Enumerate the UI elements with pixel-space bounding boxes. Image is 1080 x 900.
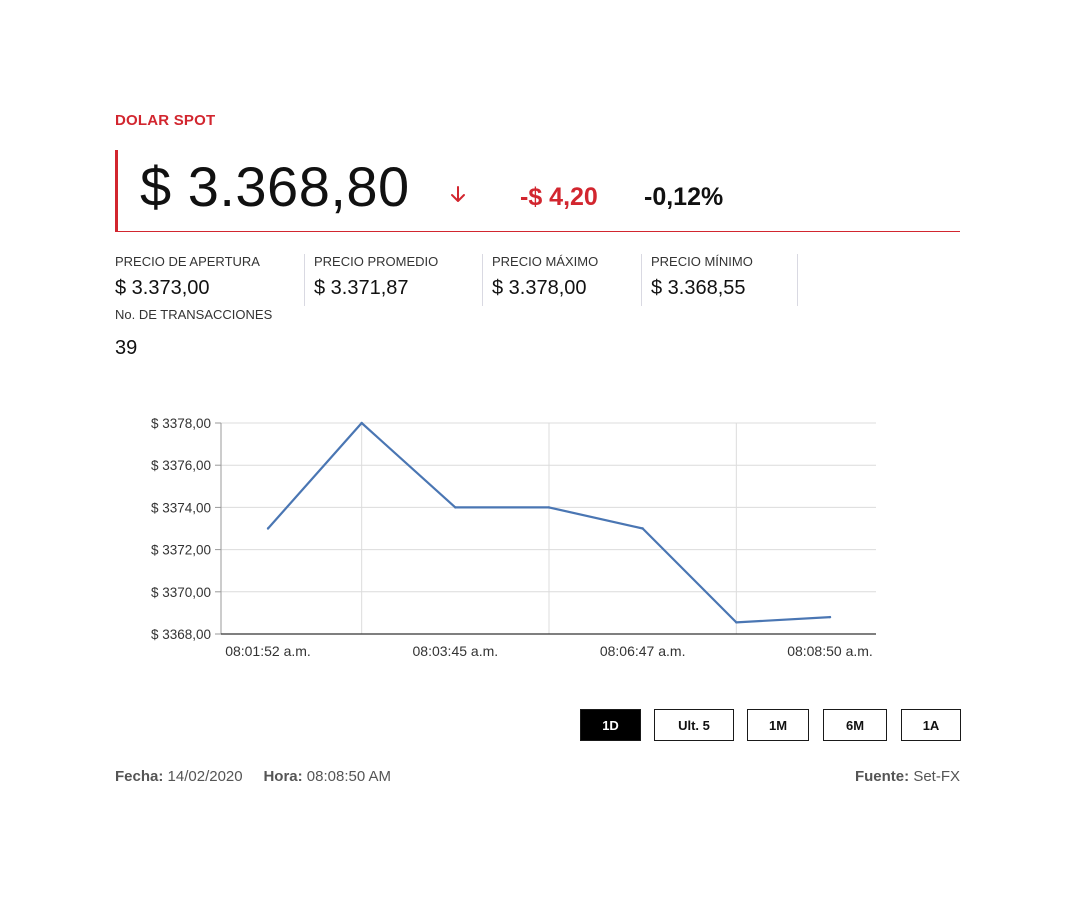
x-tick-label: 08:06:47 a.m. [600,643,686,659]
y-tick-label: $ 3370,00 [151,585,211,600]
arrow-down-icon [451,186,465,202]
range-button-last-5[interactable]: Ult. 5 [654,709,734,741]
price-change: -$ 4,20 [520,183,598,211]
stat-value: $ 3.373,00 [115,277,210,299]
range-button-1a[interactable]: 1A [901,709,961,741]
time-label: Hora: [263,768,303,785]
data-point [641,527,644,530]
source-label: Fuente: [854,768,910,785]
stat-divider [482,254,483,306]
stat-average-price: PRECIO PROMEDIO $ 3.371,87 [314,254,438,306]
data-point [266,527,270,530]
stat-opening-price: PRECIO DE APERTURA $ 3.373,00 [115,254,260,306]
data-point [360,421,363,425]
range-button-1m[interactable]: 1M [747,709,809,741]
stat-divider [797,254,798,306]
transactions-value: 39 [115,337,138,359]
footer-date-time: Fecha: 14/02/2020 Hora: 08:08:50 AM [115,768,391,785]
data-point [735,621,738,624]
price-line-chart: $ 3368,00 $ 3370,00 $ 3372,00 $ 3374,00 $ 33… [151,416,876,659]
y-tick-label: $ 3372,00 [151,543,211,558]
y-tick-label: $ 3378,00 [151,416,211,431]
stat-value: $ 3.378,00 [492,277,587,299]
y-tick-label: $ 3374,00 [151,500,211,515]
date-label: Fecha: [115,768,164,785]
x-tick-label: 08:03:45 a.m. [413,643,499,659]
stat-min-price: PRECIO MÍNIMO $ 3.368,55 [651,254,753,306]
stat-divider [641,254,642,306]
time-value: 08:08:50 AM [306,768,392,785]
stat-value: $ 3.368,55 [651,277,746,299]
current-price: $ 3.368,80 [140,155,410,218]
footer-source: Fuente: Set-FX [855,768,960,785]
date-value: 14/02/2020 [167,768,243,785]
y-tick-label: $ 3376,00 [151,458,211,473]
stat-value: $ 3.371,87 [314,277,409,299]
range-button-1d[interactable]: 1D [580,709,641,741]
stat-label: PRECIO MÍNIMO [651,254,753,269]
stat-divider [304,254,305,306]
transactions-label: No. DE TRANSACCIONES [115,307,273,322]
range-button-6m[interactable]: 6M [823,709,887,741]
data-point [454,506,457,509]
stat-label: PRECIO DE APERTURA [115,254,260,269]
stat-label: PRECIO PROMEDIO [314,254,439,269]
x-tick-label: 08:08:50 a.m. [787,643,873,659]
y-tick-label: $ 3368,00 [151,627,211,642]
x-tick-label: 08:01:52 a.m. [225,643,311,659]
price-panel: $ 3.368,80 -$ 4,20 -0,12% [115,150,960,232]
stat-label: PRECIO MÁXIMO [492,254,599,269]
source-value: Set-FX [913,768,960,785]
stat-max-price: PRECIO MÁXIMO $ 3.378,00 [492,254,598,306]
instrument-title: DOLAR SPOT [115,112,216,129]
price-change-percent: -0,12% [644,183,724,211]
data-point [828,615,832,619]
data-point [547,506,551,509]
